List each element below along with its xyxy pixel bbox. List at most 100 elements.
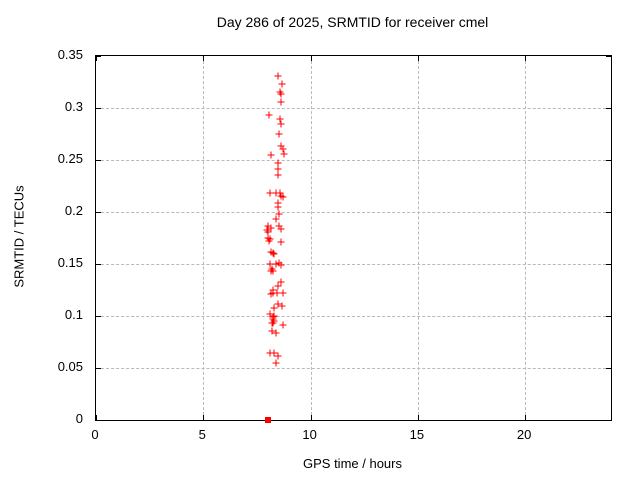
- tick-mark-x: [203, 56, 205, 61]
- tick-mark-y: [96, 108, 101, 109]
- data-point: [276, 88, 284, 96]
- data-point: [267, 151, 275, 159]
- data-point: [272, 189, 280, 197]
- y-tick-label: 0.15: [57, 255, 83, 270]
- data-point: [274, 203, 282, 211]
- x-tick-label: 0: [91, 427, 99, 442]
- grid-line-vertical: [417, 56, 419, 420]
- data-point: [274, 171, 282, 179]
- data-point: [277, 142, 285, 150]
- tick-mark-x: [310, 56, 312, 61]
- data-point: [269, 289, 277, 297]
- x-axis-label: GPS time / hours: [303, 456, 402, 471]
- tick-mark-y: [96, 420, 101, 421]
- grid-line-horizontal: [96, 316, 611, 317]
- data-point: [264, 417, 271, 423]
- y-tick-label: 0.25: [57, 151, 83, 166]
- tick-mark-y: [606, 212, 611, 213]
- grid-line-horizontal: [96, 160, 611, 161]
- data-point: [267, 267, 275, 275]
- data-point: [277, 98, 285, 106]
- data-point: [267, 248, 275, 256]
- data-point: [275, 210, 283, 218]
- data-point: [277, 238, 285, 246]
- grid-line-vertical: [525, 56, 527, 420]
- plot-area: [95, 55, 612, 423]
- data-point: [264, 222, 272, 230]
- grid-line-horizontal: [96, 212, 611, 213]
- data-point: [279, 321, 287, 329]
- tick-mark-x: [417, 56, 419, 61]
- data-point: [276, 115, 284, 123]
- data-point: [270, 349, 278, 357]
- data-point: [266, 310, 274, 318]
- data-point: [274, 72, 282, 80]
- data-point: [274, 352, 282, 360]
- data-point: [279, 193, 287, 201]
- data-point: [273, 289, 281, 297]
- data-point: [266, 235, 274, 243]
- y-tick-label: 0.2: [64, 203, 83, 218]
- data-point: [276, 189, 284, 197]
- data-point: [264, 234, 272, 242]
- data-point: [267, 224, 275, 232]
- grid-line-horizontal: [96, 368, 611, 369]
- grid-line-vertical: [310, 56, 312, 420]
- data-point: [265, 237, 273, 245]
- data-point: [272, 260, 280, 268]
- data-point: [279, 145, 287, 153]
- data-point: [266, 260, 274, 268]
- data-point: [278, 302, 286, 310]
- y-tick-label: 0.05: [57, 359, 83, 374]
- y-tick-label: 0.3: [64, 99, 83, 114]
- tick-mark-x: [310, 415, 312, 420]
- data-point: [270, 250, 278, 258]
- data-point: [275, 222, 283, 230]
- data-point: [280, 150, 288, 158]
- y-axis-label: SRMTID / TECUs: [11, 185, 27, 288]
- data-point: [274, 300, 282, 308]
- data-point: [264, 228, 272, 236]
- tick-mark-y: [96, 212, 101, 213]
- data-point: [270, 317, 278, 325]
- tick-mark-y: [606, 108, 611, 109]
- data-point: [272, 329, 280, 337]
- data-point: [270, 304, 278, 312]
- y-tick-label: 0.1: [64, 307, 83, 322]
- data-point: [277, 120, 285, 128]
- tick-mark-y: [606, 264, 611, 265]
- grid-line-horizontal: [96, 108, 611, 109]
- grid-line-vertical: [203, 56, 205, 420]
- data-point: [277, 261, 285, 269]
- data-point: [267, 290, 275, 298]
- data-point: [274, 199, 282, 207]
- x-tick-label: 20: [516, 427, 532, 442]
- tick-mark-y: [96, 160, 101, 161]
- tick-mark-y: [606, 420, 611, 421]
- x-tick-label: 15: [409, 427, 425, 442]
- data-point: [269, 315, 277, 323]
- tick-mark-x: [525, 56, 527, 61]
- tick-mark-x: [525, 415, 527, 420]
- data-point: [272, 359, 280, 367]
- tick-mark-y: [606, 316, 611, 317]
- tick-mark-y: [96, 264, 101, 265]
- tick-mark-y: [606, 56, 611, 57]
- data-point: [263, 226, 271, 234]
- x-tick-label: 5: [198, 427, 206, 442]
- data-point: [268, 265, 276, 273]
- tick-mark-x: [96, 56, 97, 61]
- data-point: [269, 249, 277, 257]
- tick-mark-x: [96, 415, 97, 420]
- tick-mark-y: [606, 368, 611, 369]
- data-point: [275, 130, 283, 138]
- y-tick-label: 0.35: [57, 47, 83, 62]
- data-point: [277, 192, 285, 200]
- tick-mark-y: [96, 56, 101, 57]
- data-point: [265, 111, 273, 119]
- grid-line-horizontal: [96, 264, 611, 265]
- tick-mark-y: [96, 316, 101, 317]
- data-point: [279, 289, 287, 297]
- tick-mark-y: [96, 368, 101, 369]
